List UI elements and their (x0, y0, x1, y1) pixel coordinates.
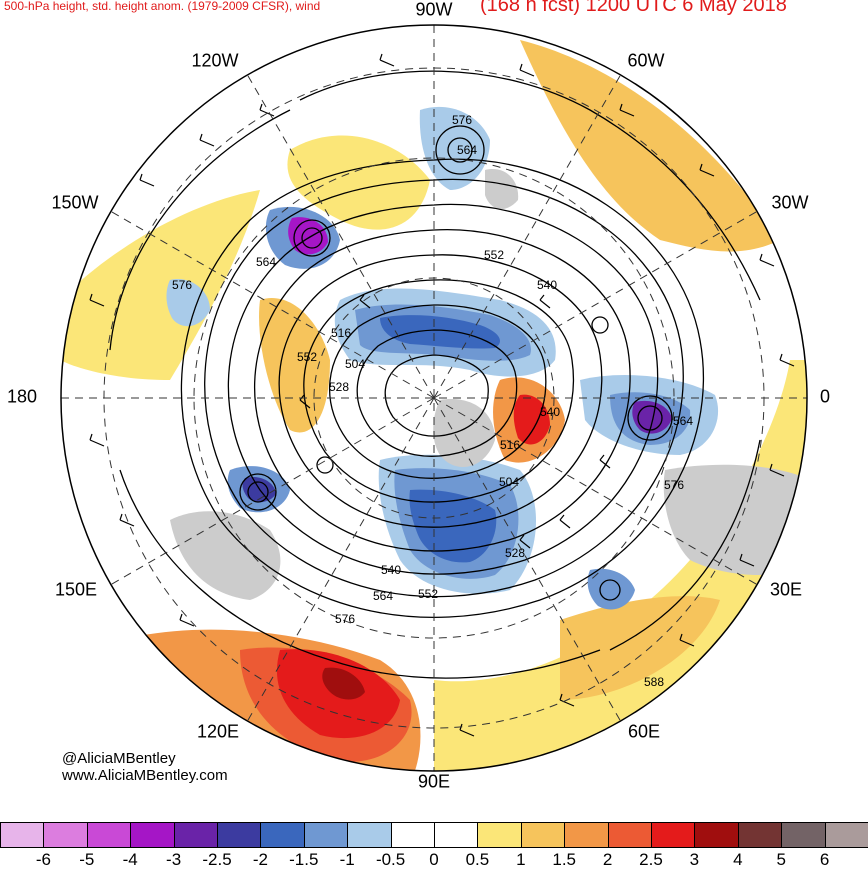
lon-label-150e: 150E (54, 579, 98, 600)
colorbar-tick-label: 1.5 (552, 850, 577, 869)
lon-label-180: 180 (6, 386, 38, 407)
colorbar-tick-label: -4 (122, 850, 138, 869)
colorbar-swatch (824, 822, 868, 848)
colorbar-swatch (347, 822, 392, 848)
lon-label-120e: 120E (196, 721, 240, 742)
contour-label: 552 (418, 587, 438, 601)
contour-label: 576 (172, 278, 192, 292)
contour-labels: 576 564 552 540 576 564 516 552 504 528 … (172, 113, 693, 689)
contour-label: 588 (644, 675, 664, 689)
contour-label: 552 (297, 350, 317, 364)
colorbar-swatch (477, 822, 522, 848)
contour-label: 540 (540, 405, 560, 419)
colorbar-swatch (737, 822, 783, 848)
contour-label: 564 (256, 255, 276, 269)
colorbar-swatch (0, 822, 45, 848)
lon-label-30e: 30E (769, 579, 803, 600)
colorbar-tick-label: -5 (79, 850, 95, 869)
colorbar-tick-label: -0.5 (375, 850, 406, 869)
colorbar-tick-label: -1.5 (289, 850, 319, 869)
contour-label: 576 (452, 113, 472, 127)
colorbar-tick-label: 0 (429, 850, 439, 869)
colorbar-tick-label: -6 (35, 850, 51, 869)
credit-handle: @AliciaMBentley (62, 750, 176, 767)
graticule (61, 25, 807, 771)
colorbar-tick-label: 4 (733, 850, 743, 869)
lon-label-150w: 150W (51, 192, 99, 213)
colorbar-swatch (434, 822, 479, 848)
colorbar-swatch (173, 822, 218, 848)
colorbar-swatch (43, 822, 88, 848)
colorbar-tick-label: 6 (819, 850, 830, 869)
chart-title-right: (168 h fcst) 1200 UTC 6 May 2018 (480, 0, 787, 16)
contour-label: 528 (329, 380, 349, 394)
contour-label: 576 (664, 478, 684, 492)
colorbar-tick-label: -2 (252, 850, 268, 869)
colorbar-swatch (520, 822, 566, 848)
colorbar-tick-label: 5 (776, 850, 786, 869)
contour-label: 516 (500, 438, 520, 452)
colorbar-swatch (217, 822, 262, 848)
colorbar-tick-label: 1 (516, 850, 526, 869)
colorbar-tick-label: 3 (689, 850, 700, 869)
chart-title-left: 500-hPa height, std. height anom. (1979-… (4, 0, 321, 13)
lon-label-0: 0 (819, 386, 831, 407)
colorbar-swatch (130, 822, 175, 848)
contour-label: 516 (331, 326, 351, 340)
colorbar-tick-label: -2.5 (202, 850, 232, 869)
colorbar-swatch (390, 822, 435, 848)
lon-label-30w: 30W (771, 192, 809, 213)
contour-label: 552 (484, 248, 504, 262)
colorbar-tick-label: -3 (166, 850, 182, 869)
contour-label: 564 (457, 143, 477, 157)
colorbar-tick-label: 2 (602, 850, 613, 869)
contour-label: 540 (381, 563, 401, 577)
contour-label: 576 (335, 612, 355, 626)
colorbar-tick-label: 2.5 (639, 850, 663, 869)
colorbar-swatch (303, 822, 349, 848)
colorbar-swatch (781, 822, 826, 848)
colorbar-swatch (564, 822, 609, 848)
contour-label: 540 (537, 278, 557, 292)
colorbar-tick-label: -1 (339, 850, 355, 869)
lon-label-90e: 90E (417, 771, 451, 792)
colorbar-swatch (694, 822, 739, 848)
lon-label-60e: 60E (627, 721, 661, 742)
contour-label: 564 (373, 589, 393, 603)
colorbar-swatch (260, 822, 305, 848)
wind-barbs (89, 53, 795, 737)
contour-label: 504 (345, 357, 365, 371)
colorbar-swatch (607, 822, 652, 848)
contour-label: 504 (499, 475, 519, 489)
lon-label-90w: 90W (415, 0, 453, 20)
colorbar (0, 822, 868, 849)
negative-anomaly-shading (166, 106, 719, 610)
lon-label-60w: 60W (627, 50, 665, 71)
contour-label: 564 (673, 414, 693, 428)
colorbar-swatch (86, 822, 132, 848)
polar-map: 576 564 552 540 576 564 516 552 504 528 … (60, 24, 808, 772)
colorbar-swatch (651, 822, 696, 848)
credit-website: www.AliciaMBentley.com (62, 767, 228, 784)
height-contours (109, 70, 761, 679)
colorbar-tick-label: 0.5 (465, 850, 490, 869)
lon-label-120w: 120W (191, 50, 239, 71)
contour-label: 528 (505, 546, 525, 560)
